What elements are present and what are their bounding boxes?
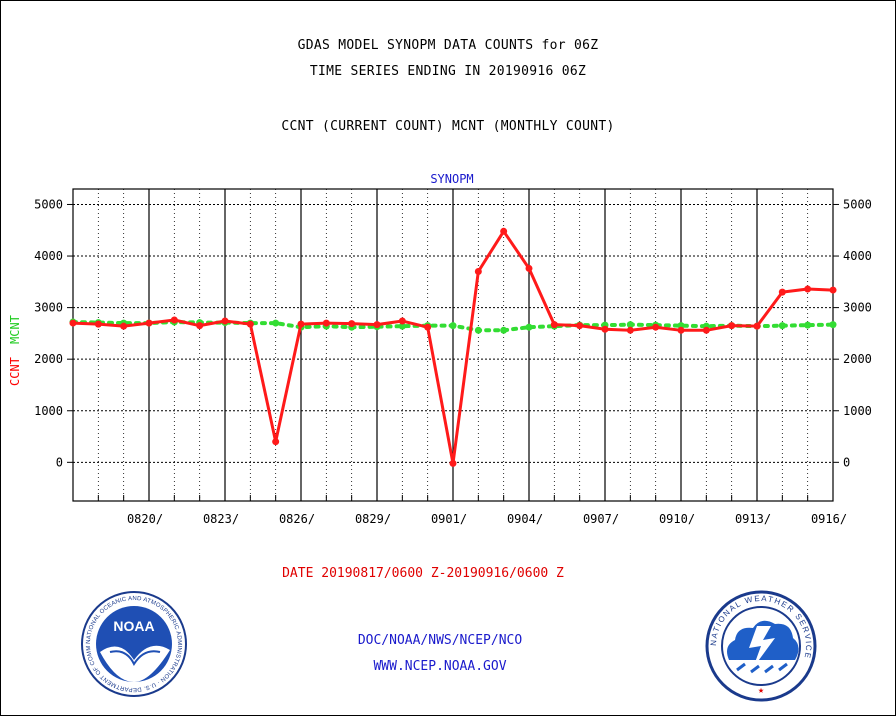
y-axis-label-ccnt: CCNT: [8, 357, 22, 386]
data-point-ccnt: [322, 319, 330, 327]
x-tick-label: 0823/: [203, 512, 239, 526]
noaa-logo-icon[interactable]: NOAA NATIONAL OCEANIC AND ATMOSPHERIC AD…: [80, 590, 188, 698]
data-point-mcnt: [829, 321, 837, 329]
data-point-ccnt: [601, 325, 609, 333]
data-point-ccnt: [702, 326, 710, 334]
data-point-ccnt: [677, 326, 685, 334]
data-point-ccnt: [145, 319, 153, 327]
y-tick-label-right: 1000: [843, 404, 872, 418]
chart-title-line2: TIME SERIES ENDING IN 20190916 06Z: [309, 64, 587, 79]
x-tick-label: 0901/: [431, 512, 467, 526]
data-point-ccnt: [550, 321, 558, 329]
data-point-ccnt: [829, 286, 837, 294]
y-tick-label-right: 2000: [843, 352, 872, 366]
org-path-link[interactable]: DOC/NOAA/NWS/NCEP/NCO: [357, 633, 523, 648]
data-point-ccnt: [576, 322, 584, 330]
y-tick-label-left: 2000: [34, 352, 63, 366]
y-axis-label-mcnt: MCNT: [8, 315, 22, 344]
noaa-logo-text: NOAA: [113, 618, 154, 634]
y-tick-label-right: 0: [843, 455, 850, 469]
y-tick-label-left: 4000: [34, 249, 63, 263]
data-point-mcnt: [398, 322, 406, 330]
x-tick-label: 0820/: [127, 512, 163, 526]
data-point-mcnt: [778, 322, 786, 330]
y-tick-label-left: 3000: [34, 301, 63, 315]
axis-layer: 0 0 1000 1000 2000 2000 3000 3000 4000 4000 5000 50…: [34, 188, 872, 526]
nws-logo-icon[interactable]: NATIONAL WEATHER SERVICE ★: [705, 590, 817, 702]
data-point-ccnt: [525, 264, 533, 272]
data-point-ccnt: [500, 227, 508, 235]
y-tick-label-right: 5000: [843, 197, 872, 211]
chart-title-line1: GDAS MODEL SYNOPM DATA COUNTS for 06Z: [297, 38, 599, 53]
y-tick-label-right: 3000: [843, 301, 872, 315]
x-tick-label: 0829/: [355, 512, 391, 526]
data-point-ccnt: [753, 322, 761, 330]
data-point-ccnt: [94, 320, 102, 328]
data-point-ccnt: [804, 285, 812, 293]
data-point-ccnt: [196, 322, 204, 330]
chart-subtitle: CCNT (CURRENT COUNT) MCNT (MONTHLY COUNT…: [281, 119, 615, 134]
x-tick-label: 0826/: [279, 512, 315, 526]
data-point-ccnt: [778, 288, 786, 296]
y-tick-label-right: 4000: [843, 249, 872, 263]
website-link[interactable]: WWW.NCEP.NOAA.GOV: [373, 659, 507, 674]
data-point-mcnt: [272, 319, 280, 327]
data-point-ccnt: [272, 438, 280, 446]
x-tick-label: 0910/: [659, 512, 695, 526]
data-point-mcnt: [500, 326, 508, 334]
data-point-ccnt: [348, 320, 356, 328]
plot-frame: [72, 188, 834, 502]
data-point-mcnt: [626, 321, 634, 329]
nws-star-icon: ★: [758, 685, 764, 696]
data-point-ccnt: [297, 320, 305, 328]
plot-title: SYNOPM: [430, 172, 473, 186]
data-point-mcnt: [804, 321, 812, 329]
data-point-ccnt: [170, 316, 178, 324]
y-tick-label-left: 1000: [34, 404, 63, 418]
x-tick-label: 0916/: [811, 512, 847, 526]
data-point-mcnt: [449, 322, 457, 330]
x-tick-label: 0904/: [507, 512, 543, 526]
data-point-ccnt: [373, 321, 381, 329]
x-tick-label: 0907/: [583, 512, 619, 526]
series-layer: [69, 227, 837, 467]
data-point-mcnt: [474, 326, 482, 334]
data-point-ccnt: [398, 317, 406, 325]
y-tick-label-left: 5000: [34, 197, 63, 211]
y-tick-label-left: 0: [56, 455, 63, 469]
data-point-ccnt: [424, 323, 432, 331]
date-range: DATE 20190817/0600 Z-20190916/0600 Z: [282, 566, 564, 581]
data-point-mcnt: [525, 323, 533, 331]
data-point-ccnt: [626, 326, 634, 334]
data-point-ccnt: [449, 459, 457, 467]
grid-layer: [73, 189, 833, 501]
data-point-ccnt: [652, 323, 660, 331]
data-point-ccnt: [474, 268, 482, 276]
data-point-ccnt: [69, 319, 77, 327]
data-point-ccnt: [221, 317, 229, 325]
data-point-ccnt: [246, 320, 254, 328]
x-tick-label: 0913/: [735, 512, 771, 526]
data-point-ccnt: [728, 322, 736, 330]
data-point-ccnt: [120, 322, 128, 330]
